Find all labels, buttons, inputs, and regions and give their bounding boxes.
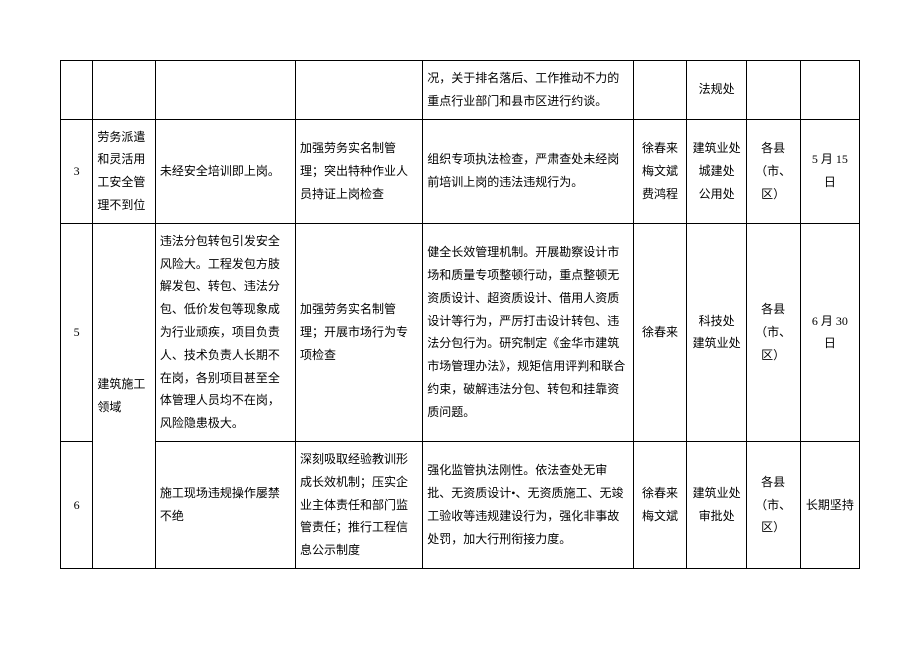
cell-date: 5 月 15 日 bbox=[800, 119, 859, 223]
cell-people: 徐春来梅文斌 bbox=[633, 441, 687, 568]
cell-sub: 未经安全培训即上岗。 bbox=[155, 119, 295, 223]
cell-sub bbox=[155, 61, 295, 120]
cell-people bbox=[633, 61, 687, 120]
cell-sub: 施工现场违规操作屡禁不绝 bbox=[155, 441, 295, 568]
table-row: 5 建筑施工领域 违法分包转包引发安全风险大。工程发包方肢解发包、转包、违法分包… bbox=[61, 223, 860, 441]
cell-dept: 法规处 bbox=[687, 61, 746, 120]
cell-region: 各县（市、区） bbox=[746, 223, 800, 441]
cell-region: 各县（市、区） bbox=[746, 119, 800, 223]
cell-detail: 强化监管执法刚性。依法查处无审批、无资质设计•、无资质施工、无竣工验收等违规建设… bbox=[423, 441, 633, 568]
cell-detail: 况，关于排名落后、工作推动不力的重点行业部门和县市区进行约谈。 bbox=[423, 61, 633, 120]
cell-idx bbox=[61, 61, 93, 120]
table-row: 3 劳务派遣和灵活用工安全管理不到位 未经安全培训即上岗。 加强劳务实名制管理；… bbox=[61, 119, 860, 223]
cell-idx: 6 bbox=[61, 441, 93, 568]
cell-date: 6 月 30 日 bbox=[800, 223, 859, 441]
cell-detail: 组织专项执法检查，严肃查处未经岗前培训上岗的违法违规行为。 bbox=[423, 119, 633, 223]
cell-area bbox=[93, 61, 156, 120]
cell-region: 各县（市、区） bbox=[746, 441, 800, 568]
cell-region bbox=[746, 61, 800, 120]
cell-area-merged: 建筑施工领域 bbox=[93, 223, 156, 568]
cell-dept: 建筑业处审批处 bbox=[687, 441, 746, 568]
cell-detail: 健全长效管理机制。开展勘察设计市场和质量专项整顿行动，重点整顿无资质设计、超资质… bbox=[423, 223, 633, 441]
cell-measure bbox=[296, 61, 423, 120]
cell-date bbox=[800, 61, 859, 120]
policy-table: 况，关于排名落后、工作推动不力的重点行业部门和县市区进行约谈。 法规处 3 劳务… bbox=[60, 60, 860, 569]
cell-dept: 科技处建筑业处 bbox=[687, 223, 746, 441]
cell-area: 劳务派遣和灵活用工安全管理不到位 bbox=[93, 119, 156, 223]
cell-measure: 深刻吸取经验教训形成长效机制；压实企业主体责任和部门监管责任；推行工程信息公示制… bbox=[296, 441, 423, 568]
cell-measure: 加强劳务实名制管理；开展市场行为专项检查 bbox=[296, 223, 423, 441]
cell-sub: 违法分包转包引发安全风险大。工程发包方肢解发包、转包、违法分包、低价发包等现象成… bbox=[155, 223, 295, 441]
cell-people: 徐春来梅文斌费鸿程 bbox=[633, 119, 687, 223]
cell-people: 徐春来 bbox=[633, 223, 687, 441]
table-row: 6 施工现场违规操作屡禁不绝 深刻吸取经验教训形成长效机制；压实企业主体责任和部… bbox=[61, 441, 860, 568]
cell-idx: 3 bbox=[61, 119, 93, 223]
cell-idx: 5 bbox=[61, 223, 93, 441]
cell-measure: 加强劳务实名制管理；突出特种作业人员持证上岗检查 bbox=[296, 119, 423, 223]
cell-dept: 建筑业处城建处公用处 bbox=[687, 119, 746, 223]
cell-date: 长期坚持 bbox=[800, 441, 859, 568]
table-row: 况，关于排名落后、工作推动不力的重点行业部门和县市区进行约谈。 法规处 bbox=[61, 61, 860, 120]
